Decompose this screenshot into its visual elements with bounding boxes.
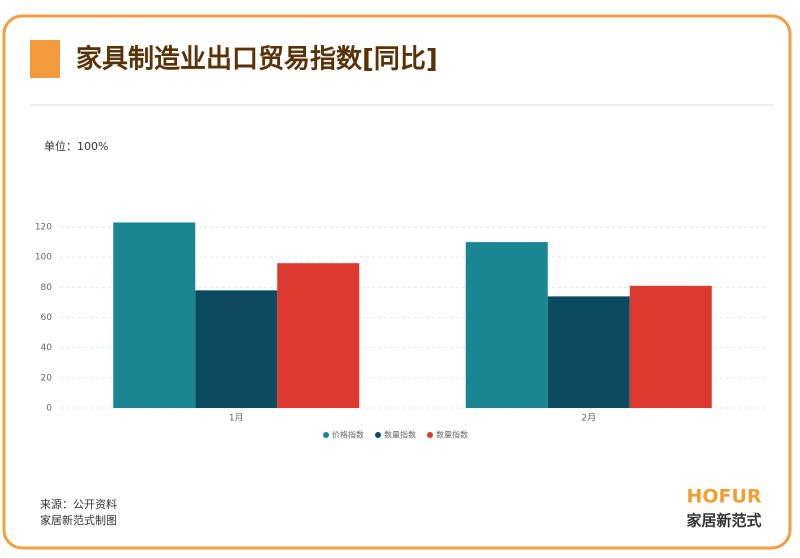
y-tick-label: 60 [41,313,53,323]
legend-label: 数量指数 [436,430,468,440]
source: 来源：公开资料 [40,497,117,511]
legend-swatch [427,432,433,438]
title-accent [30,40,60,78]
logo-name: 家居新范式 [686,512,761,530]
bar [465,242,548,408]
bar [113,222,196,408]
unit-label: 单位：100% [44,139,108,153]
chart-title: 家具制造业出口贸易指数[同比] [76,44,438,75]
y-tick-label: 0 [46,404,52,414]
y-tick-label: 80 [41,283,53,293]
x-tick-label: 1月 [229,413,244,424]
bar [629,285,712,408]
legend-label: 价格指数 [332,430,364,440]
bar [195,290,278,408]
x-tick-label: 2月 [581,413,596,424]
bar [277,263,360,408]
y-tick-label: 120 [35,223,52,233]
frame [2,14,792,550]
y-tick-label: 40 [41,343,53,353]
bar [547,296,630,408]
logo-brand: HOFUR [686,486,761,508]
y-tick-label: 20 [41,373,53,383]
legend-label: 数量指数 [384,430,416,440]
legend-swatch [323,432,329,438]
y-tick-label: 100 [35,253,52,263]
legend-swatch [375,432,381,438]
credit: 家居新范式制图 [40,513,117,527]
